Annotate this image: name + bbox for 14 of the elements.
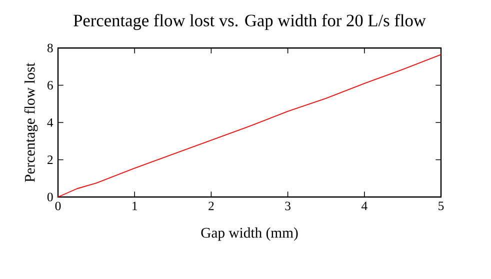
x-tick-label: 2 — [208, 202, 214, 210]
x-tick-label: 4 — [361, 202, 368, 210]
y-tick-label: 4 — [47, 118, 54, 127]
x-tick-label: 3 — [285, 202, 290, 210]
y-tick-label: 0 — [47, 192, 53, 202]
x-tick-label: 5 — [438, 202, 444, 210]
y-tick-label: 8 — [47, 44, 53, 52]
x-tick-label: 0 — [55, 202, 61, 210]
y-tick-label: 2 — [48, 156, 53, 164]
x-axis-title: Gap width (mm) — [201, 227, 298, 241]
y-axis-title: Percentage flow lost — [24, 62, 38, 182]
y-tick-label: 6 — [48, 81, 53, 90]
x-tick-label: 1 — [132, 202, 138, 210]
chart-title: Percentage flow lost vs. Gap width for 20 L/s flow — [74, 14, 426, 30]
